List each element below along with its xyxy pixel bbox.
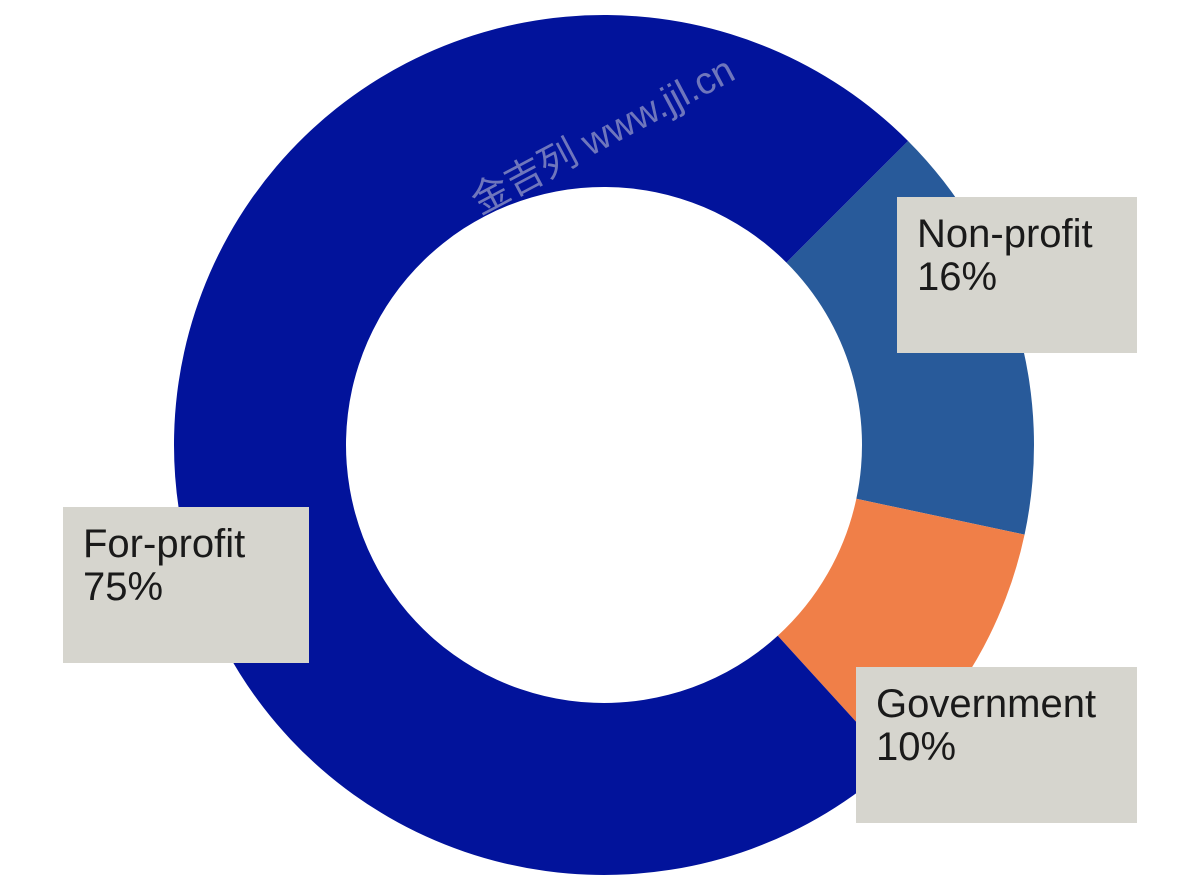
donut-slice (174, 14, 909, 875)
label-box (897, 197, 1137, 353)
category-label: Non-profit (917, 212, 1093, 256)
value-label: 16% (917, 255, 997, 299)
label-box (856, 667, 1137, 823)
category-label: For-profit (83, 522, 245, 566)
label-box (63, 507, 309, 663)
category-label: Government (876, 682, 1096, 726)
donut-slice (777, 498, 1025, 763)
value-label: 75% (83, 565, 163, 609)
value-label: 10% (876, 725, 956, 769)
